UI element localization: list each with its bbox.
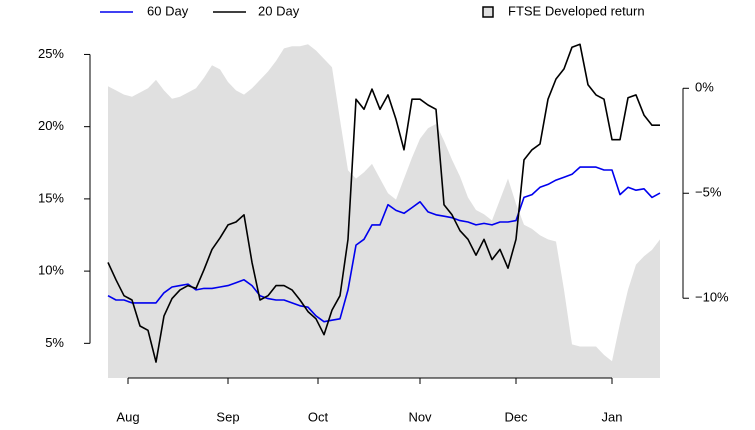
- x-tick-label: Nov: [408, 409, 432, 424]
- x-tick-label: Sep: [216, 409, 239, 424]
- area: [108, 44, 660, 378]
- line: [107, 43, 660, 363]
- y-tick-label: 10%: [38, 263, 64, 278]
- y2-tick-label: 0%: [695, 80, 714, 95]
- y2-tick-label: −10%: [695, 290, 729, 305]
- y2-tick-label: −5%: [695, 185, 722, 200]
- legend-key: [482, 6, 494, 18]
- legend-label: FTSE Developed return: [508, 3, 645, 18]
- x-tick-label: Jan: [602, 409, 623, 424]
- x-tick-label: Dec: [504, 409, 528, 424]
- y-tick-label: 15%: [38, 190, 64, 205]
- y-tick-label: 25%: [38, 46, 64, 61]
- y-tick-label: 20%: [38, 118, 64, 133]
- x-tick-label: Aug: [116, 409, 139, 424]
- y-tick-label: 5%: [45, 335, 64, 350]
- x-tick-label: Oct: [308, 409, 329, 424]
- line: [107, 166, 661, 323]
- legend-label: 20 Day: [258, 3, 300, 18]
- legend-label: 60 Day: [147, 3, 189, 18]
